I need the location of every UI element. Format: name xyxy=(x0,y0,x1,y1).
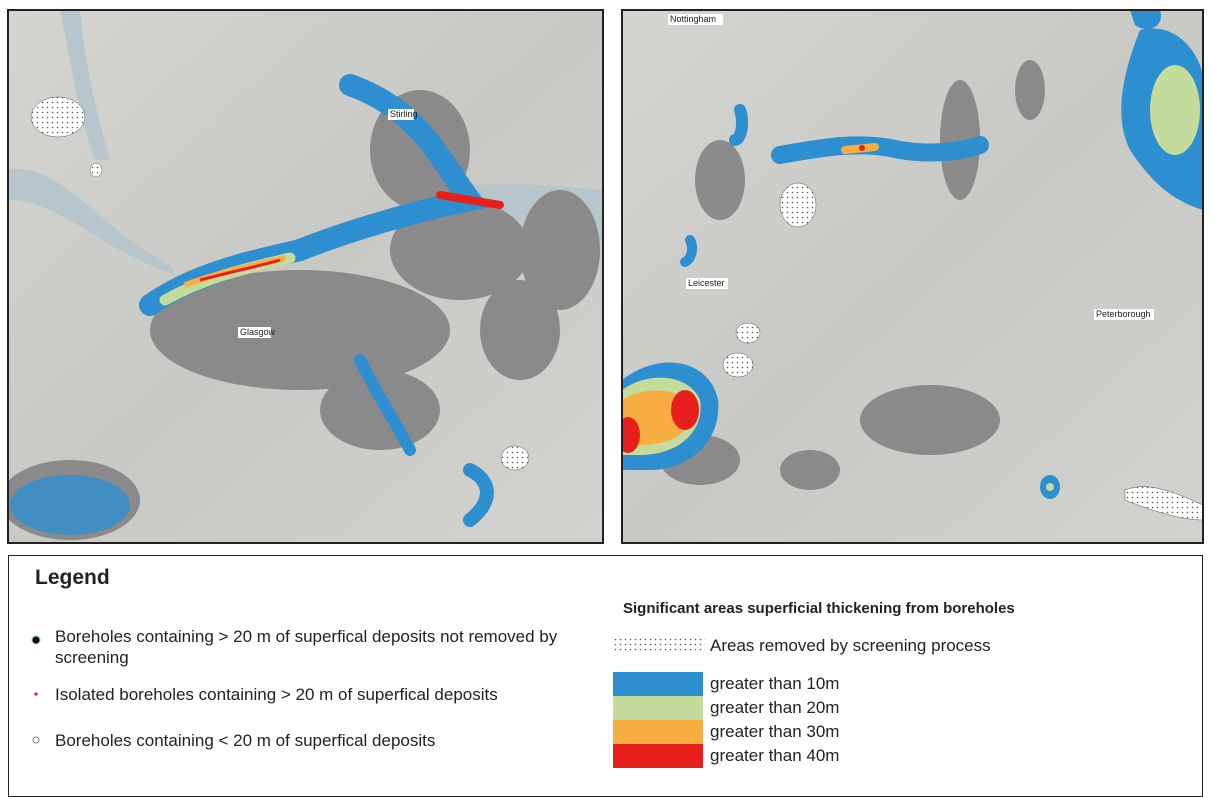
color-swatch xyxy=(613,696,703,720)
legend-subtitle: Significant areas superficial thickening… xyxy=(623,598,1015,619)
place-label: Stirling xyxy=(390,109,418,119)
map-midlands: Nottingham Leicester Peterborough xyxy=(616,10,1203,543)
screened-symbol xyxy=(613,637,705,653)
color-swatch xyxy=(613,672,703,696)
maps: Stirling Glasgow xyxy=(0,0,1211,552)
place-label: Nottingham xyxy=(670,14,716,24)
place-label: Leicester xyxy=(688,278,725,288)
map-scotland: Stirling Glasgow xyxy=(0,10,603,543)
place-label: Glasgow xyxy=(240,327,276,337)
place-label: Peterborough xyxy=(1096,309,1151,319)
point-symbols xyxy=(28,628,48,758)
color-swatch xyxy=(613,720,703,744)
legend-box xyxy=(8,555,1203,797)
legend-item: Isolated boreholes containing > 20 m of … xyxy=(55,684,498,705)
legend-item: greater than 20m xyxy=(710,697,839,718)
color-swatch xyxy=(613,744,703,768)
legend-item: greater than 30m xyxy=(710,721,839,742)
legend-item: Boreholes containing > 20 m of superfica… xyxy=(55,626,575,668)
page: Stirling Glasgow xyxy=(0,0,1211,787)
legend-title: Legend xyxy=(35,567,110,588)
legend-item: greater than 10m xyxy=(710,673,839,694)
legend-item: Boreholes containing < 20 m of superfica… xyxy=(55,730,435,751)
legend-item: Areas removed by screening process xyxy=(710,635,991,656)
legend-item: greater than 40m xyxy=(710,745,839,766)
